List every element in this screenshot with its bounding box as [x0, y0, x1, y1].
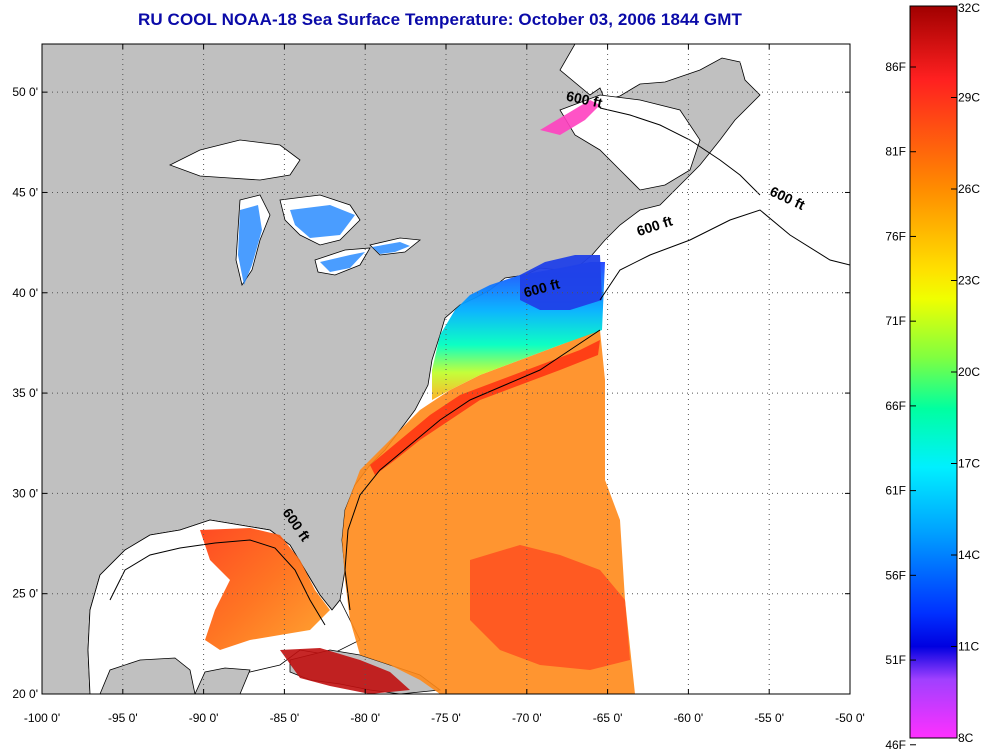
isobath-600ft-gulf [109, 539, 326, 626]
sst-southern-warm [470, 545, 630, 670]
longitude-axis: -100 0' -95 0' -90 0' -85 0' -80 0' -75 0' -70… [24, 44, 865, 725]
lon-tick-label: -75 0' [431, 711, 461, 725]
colorbar [909, 5, 958, 739]
lat-tick-label: 40 0' [12, 286, 38, 300]
gulf-st-lawrence [559, 94, 701, 191]
lat-tick-label: 25 0' [12, 587, 38, 601]
lon-tick-label: -70 0' [512, 711, 542, 725]
colorbar-fahrenheit-label: 46F [885, 738, 906, 752]
newfoundland-water [720, 50, 850, 300]
sst-caribbean-warm [280, 648, 410, 694]
colorbar-ticks: 32C 29C 26C 23C 20C 17C 14C 11C 8C 86F 81F 76F 71F 66… [885, 1, 980, 752]
colorbar-celsius-label: 26C [958, 182, 980, 196]
colorbar-fahrenheit-label: 86F [885, 60, 906, 74]
sst-st-lawrence [540, 100, 600, 135]
lon-tick-label: -100 0' [24, 711, 60, 725]
lon-tick-label: -50 0' [835, 711, 865, 725]
lon-tick-label: -65 0' [593, 711, 623, 725]
lon-tick-label: -95 0' [108, 711, 138, 725]
lat-tick-label: 20 0' [12, 687, 38, 701]
lon-tick-label: -60 0' [674, 711, 704, 725]
colorbar-celsius-label: 17C [958, 457, 980, 471]
map-title: RU COOL NOAA-18 Sea Surface Temperature:… [137, 10, 742, 29]
sst-gulf-of-maine [520, 255, 602, 310]
contour-label-600ft: 600 ft [565, 88, 604, 111]
isobath-600ft [344, 329, 601, 611]
colorbar-celsius-label: 29C [958, 91, 980, 105]
lon-tick-label: -90 0' [189, 711, 219, 725]
colorbar-celsius-label: 32C [958, 1, 980, 15]
colorbar-fahrenheit-label: 61F [885, 484, 906, 498]
colorbar-fahrenheit-label: 51F [885, 653, 906, 667]
colorbar-celsius-label: 8C [958, 731, 974, 745]
lat-tick-label: 45 0' [12, 185, 38, 199]
sst-great-lakes [238, 205, 410, 285]
sst-gulf-stream [370, 340, 600, 475]
colorbar-fahrenheit-label: 71F [885, 314, 906, 328]
land-yucatan [99, 657, 196, 694]
isobath-600ft-north [599, 209, 850, 301]
colorbar-celsius-label: 23C [958, 274, 980, 288]
lon-tick-label: -80 0' [350, 711, 380, 725]
isobath-600ft-stlawrence [599, 107, 761, 196]
lat-tick-label: 35 0' [12, 386, 38, 400]
colorbar-celsius-label: 20C [958, 365, 980, 379]
colorbar-fahrenheit-label: 81F [885, 145, 906, 159]
colorbar-celsius-label: 11C [958, 640, 979, 654]
latitude-axis: 20 0' 25 0' 30 0' 35 0' 40 0' 45 0' 50 0' [12, 85, 850, 701]
colorbar-fahrenheit-label: 76F [885, 229, 906, 243]
lat-tick-label: 30 0' [12, 486, 38, 500]
colorbar-fahrenheit-label: 66F [885, 399, 906, 413]
lon-tick-label: -55 0' [754, 711, 784, 725]
sst-gulf-of-mexico [200, 528, 330, 650]
grid-lines [42, 44, 850, 694]
colorbar-celsius-label: 14C [958, 548, 980, 562]
lon-tick-label: -85 0' [270, 711, 300, 725]
colorbar-fahrenheit-label: 56F [885, 568, 906, 582]
lat-tick-label: 50 0' [12, 85, 38, 99]
